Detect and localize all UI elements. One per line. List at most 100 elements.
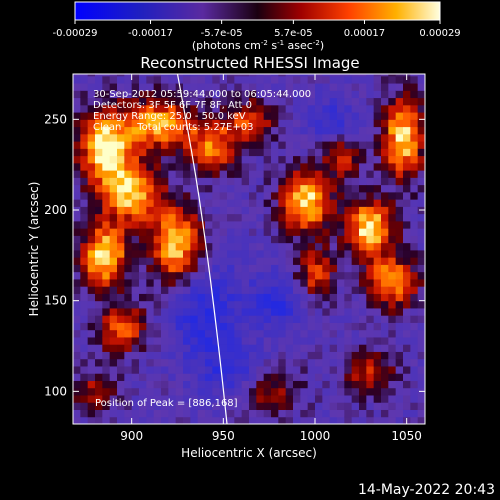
heatmap-cell: [403, 235, 411, 244]
heatmap-cell: [395, 336, 404, 345]
heatmap-cell: [161, 242, 169, 251]
heatmap-cell: [278, 358, 287, 367]
heatmap-cell: [205, 191, 213, 200]
heatmap-cell: [227, 344, 235, 352]
heatmap-cell: [109, 380, 118, 389]
heatmap-cell: [403, 278, 411, 287]
heatmap-cell: [212, 394, 221, 403]
heatmap-cell: [153, 162, 162, 171]
heatmap-cell: [381, 177, 389, 186]
heatmap-cell: [161, 271, 169, 280]
heatmap-cell: [395, 184, 404, 193]
heatmap-cell: [366, 126, 375, 135]
heatmap-cell: [285, 177, 294, 186]
heatmap-cell: [146, 264, 155, 273]
heatmap-cell: [388, 119, 397, 128]
heatmap-cell: [373, 271, 382, 280]
heatmap-cell: [139, 170, 147, 178]
heatmap-cell: [205, 409, 213, 418]
heatmap-cell: [241, 329, 250, 338]
heatmap-cell: [241, 148, 250, 157]
heatmap-cell: [417, 90, 425, 99]
heatmap-cell: [344, 307, 353, 316]
heatmap-cell: [197, 148, 206, 157]
heatmap-cell: [153, 329, 162, 338]
heatmap-cell: [271, 74, 279, 77]
heatmap-cell: [322, 126, 331, 135]
heatmap-cell: [102, 75, 111, 84]
heatmap-cell: [95, 322, 103, 331]
heatmap-cell: [344, 119, 353, 128]
heatmap-cell: [337, 83, 345, 91]
heatmap-cell: [300, 90, 309, 99]
heatmap-cell: [219, 373, 228, 381]
heatmap-cell: [337, 365, 345, 374]
heatmap-cell: [271, 307, 279, 316]
heatmap-cell: [300, 358, 309, 367]
heatmap-cell: [102, 293, 111, 302]
heatmap-cell: [102, 184, 111, 193]
heatmap-cell: [234, 351, 243, 360]
heatmap-cell: [117, 278, 125, 287]
heatmap-cell: [329, 394, 338, 403]
heatmap-cell: [300, 387, 309, 396]
heatmap-cell: [256, 300, 265, 309]
heatmap-cell: [256, 249, 265, 258]
heatmap-cell: [351, 409, 360, 418]
heatmap-cell: [285, 155, 294, 164]
heatmap-cell: [95, 213, 103, 222]
heatmap-cell: [212, 184, 221, 193]
heatmap-cell: [322, 394, 331, 403]
heatmap-cell: [417, 373, 425, 381]
heatmap-cell: [153, 300, 162, 309]
heatmap-cell: [388, 380, 397, 389]
heatmap-cell: [205, 199, 213, 207]
heatmap-cell: [271, 315, 279, 323]
heatmap-cell: [80, 315, 89, 323]
heatmap-cell: [212, 409, 221, 418]
heatmap-cell: [161, 358, 169, 367]
heatmap-cell: [307, 97, 316, 106]
heatmap-cell: [271, 264, 279, 273]
heatmap-cell: [146, 170, 155, 178]
heatmap-cell: [205, 242, 213, 251]
heatmap-cell: [249, 104, 257, 113]
heatmap-cell: [329, 271, 338, 280]
heatmap-cell: [278, 213, 287, 222]
heatmap-cell: [197, 416, 206, 424]
heatmap-cell: [293, 358, 301, 367]
heatmap-cell: [271, 155, 279, 164]
heatmap-cell: [329, 90, 338, 99]
heatmap-cell: [146, 177, 155, 186]
heatmap-cell: [80, 126, 89, 135]
heatmap-cell: [300, 191, 309, 200]
heatmap-cell: [139, 416, 147, 424]
heatmap-cell: [80, 228, 89, 236]
heatmap-cell: [417, 322, 425, 331]
heatmap-cell: [153, 133, 162, 142]
heatmap-cell: [263, 148, 272, 157]
heatmap-cell: [329, 170, 338, 178]
heatmap-cell: [315, 278, 323, 287]
heatmap-cell: [87, 358, 96, 367]
heatmap-cell: [73, 344, 81, 352]
heatmap-cell: [139, 74, 147, 77]
heatmap-cell: [373, 90, 382, 99]
heatmap-cell: [322, 264, 331, 273]
heatmap-cell: [212, 83, 221, 91]
annotation-time-range: 30-Sep-2012 05:59:44.000 to 06:05:44.000: [93, 89, 311, 100]
heatmap-cell: [139, 191, 147, 200]
heatmap-cell: [417, 409, 425, 418]
heatmap-cell: [73, 220, 81, 229]
heatmap-cell: [219, 104, 228, 113]
heatmap-cell: [161, 416, 169, 424]
heatmap-cell: [315, 351, 323, 360]
heatmap-cell: [80, 344, 89, 352]
heatmap-cell: [161, 365, 169, 374]
heatmap-cell: [234, 104, 243, 113]
heatmap-cell: [183, 380, 191, 389]
heatmap-cell: [403, 126, 411, 135]
heatmap-cell: [219, 155, 228, 164]
heatmap-cell: [95, 300, 103, 309]
heatmap-cell: [102, 155, 111, 164]
